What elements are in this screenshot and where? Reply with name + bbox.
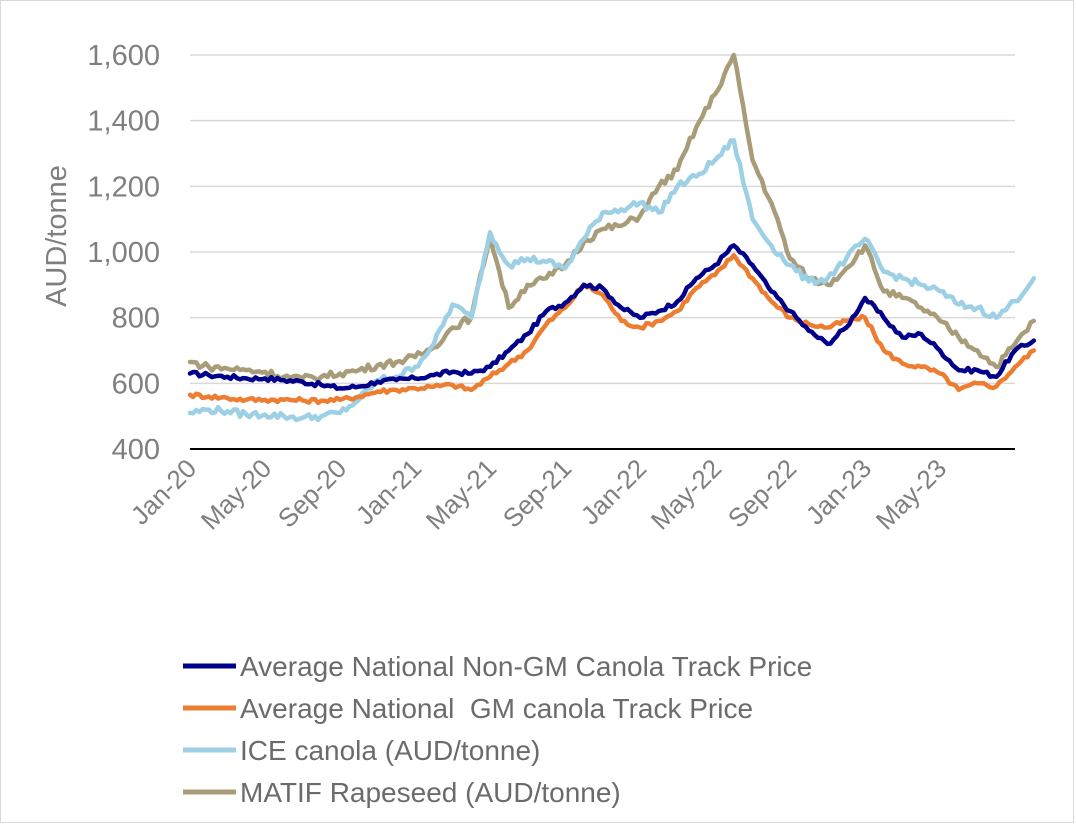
- series-line-1: [187, 253, 1037, 406]
- y-tick-label: 1,000: [87, 237, 160, 269]
- legend-label-3: MATIF Rapeseed (AUD/tonne): [240, 777, 621, 808]
- y-tick-labels: 400 600 800 1,000 1,200 1,400 1,600: [87, 40, 160, 466]
- x-tick-label: Sep-21: [497, 453, 577, 533]
- x-tick-label: May-21: [420, 453, 503, 536]
- x-tick-labels: Jan-20May-20Sep-20Jan-21May-21Sep-21Jan-…: [125, 453, 952, 536]
- x-tick-label: Jan-21: [350, 453, 427, 530]
- x-tick-label: May-20: [195, 453, 278, 536]
- y-tick-label: 1,200: [87, 171, 160, 203]
- x-tick-label: May-22: [645, 453, 728, 536]
- series-line-0: [187, 243, 1037, 391]
- series-lines: [187, 52, 1037, 423]
- x-tick-label: Sep-22: [722, 453, 802, 533]
- y-tick-label: 1,600: [87, 40, 160, 72]
- series-line-3: [187, 52, 1037, 383]
- y-tick-label: 400: [112, 434, 160, 466]
- y-tick-label: 1,400: [87, 106, 160, 138]
- x-tick-label: Sep-20: [272, 453, 352, 533]
- y-tick-label: 800: [112, 303, 160, 335]
- legend-label-2: ICE canola (AUD/tonne): [240, 735, 540, 766]
- legend: Average National Non-GM Canola Track Pri…: [183, 651, 812, 808]
- gridlines: [190, 54, 1015, 385]
- x-tick-label: Jan-23: [800, 453, 877, 530]
- x-tick-label: Jan-22: [575, 453, 652, 530]
- x-tick-label: May-23: [870, 453, 953, 536]
- y-tick-label: 600: [112, 368, 160, 400]
- legend-label-1: Average National GM canola Track Price: [240, 693, 753, 724]
- legend-label-0: Average National Non-GM Canola Track Pri…: [240, 651, 812, 682]
- y-axis-label: AUD/tonne: [41, 165, 73, 307]
- series-line-2: [187, 138, 1037, 423]
